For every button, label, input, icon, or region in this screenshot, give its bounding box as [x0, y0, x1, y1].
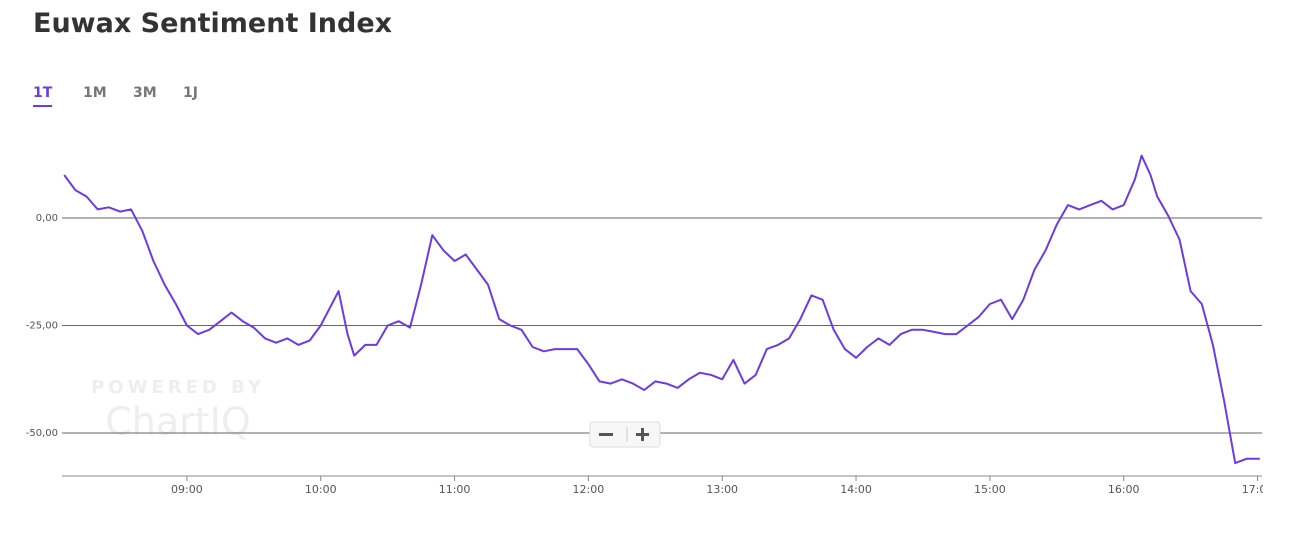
zoom-controls: [589, 421, 661, 448]
x-tick-label: 09:00: [171, 483, 203, 496]
x-tick-label: 15:00: [974, 483, 1006, 496]
x-tick-label: 13:00: [706, 483, 738, 496]
y-tick-label: -50,00: [26, 428, 58, 439]
zoom-out[interactable]: [599, 433, 613, 436]
period-tab[interactable]: 1T: [33, 85, 53, 107]
watermark-line1: POWERED BY: [91, 377, 265, 398]
x-tick-label: 16:00: [1108, 483, 1140, 496]
x-tick-label: 17:00: [1242, 483, 1274, 496]
x-tick-label: 10:00: [305, 483, 337, 496]
y-tick-label: -25,00: [26, 321, 58, 332]
x-tick-label: 11:00: [439, 483, 471, 496]
period-tab[interactable]: 1J: [183, 85, 198, 101]
y-tick-label: 0,00: [36, 213, 58, 224]
x-tick-label: 12:00: [573, 483, 605, 496]
watermark-line2: ChartIQ: [105, 400, 251, 444]
line-series: [63, 154, 1260, 465]
period-tab[interactable]: 1M: [83, 85, 107, 101]
page-title: Euwax Sentiment Index: [33, 8, 393, 39]
period-tab[interactable]: 3M: [133, 85, 157, 101]
zoom-in[interactable]: [636, 428, 649, 441]
x-tick-label: 14:00: [840, 483, 872, 496]
